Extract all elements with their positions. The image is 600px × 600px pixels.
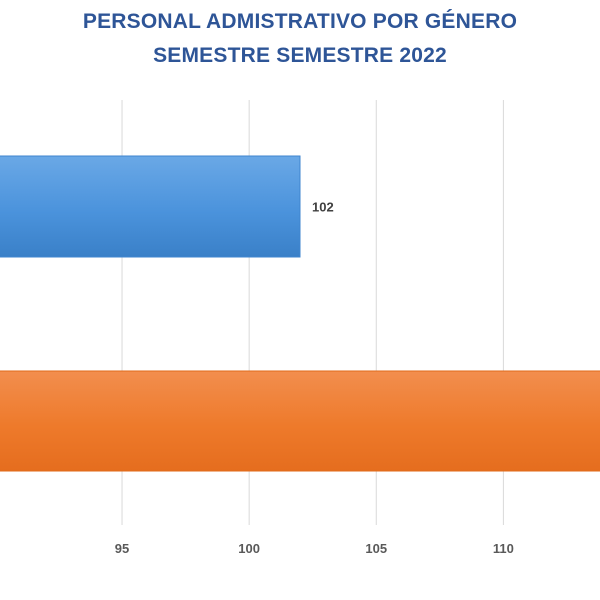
bar	[0, 155, 301, 258]
bars	[0, 155, 600, 472]
data-label: 102	[312, 200, 334, 215]
chart-subtitle: SEMESTRE SEMESTRE 2022	[153, 44, 447, 67]
x-axis-ticks: 95 100 105 110	[115, 541, 514, 556]
x-tick-label: 105	[365, 541, 387, 556]
bar	[0, 370, 600, 472]
x-tick-label: 100	[238, 541, 260, 556]
x-tick-label: 95	[115, 541, 129, 556]
data-labels: 102	[312, 200, 334, 215]
chart-title: PERSONAL ADMISTRATIVO POR GÉNERO	[82, 10, 518, 33]
x-tick-label: 110	[493, 541, 514, 556]
